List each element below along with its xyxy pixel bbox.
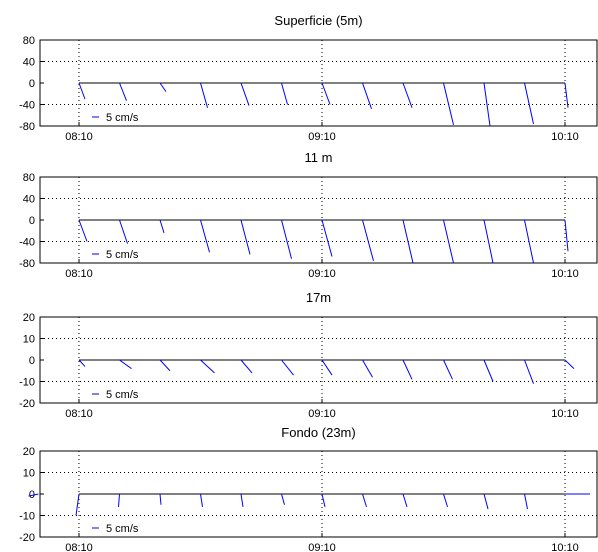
current-vector (564, 359, 575, 369)
current-vector (240, 82, 250, 106)
current-vector (402, 219, 414, 264)
panel-title: Fondo (23m) (281, 425, 355, 440)
current-vector (483, 82, 491, 127)
current-vector (240, 219, 251, 255)
current-vector (362, 82, 372, 109)
x-tick-label: 08:10 (65, 408, 93, 420)
y-tick-label: 20 (23, 312, 35, 324)
current-vector (281, 359, 294, 376)
current-vector (443, 82, 454, 126)
current-vector (402, 493, 408, 508)
x-tick-label: 08:10 (65, 268, 93, 280)
panel-1: Superficie (5m) 80 40 0 -40 -80 08:10 09:10 10:1… (19, 13, 598, 143)
panel-3: 17m 20 10 0 -10 -20 08:10 09:10 10:10 5 cm/s (19, 290, 598, 420)
current-vector (483, 493, 489, 510)
current-vector (443, 359, 453, 380)
current-vector (159, 219, 165, 234)
current-vector (119, 82, 127, 101)
y-tick-label: 20 (23, 446, 35, 458)
y-tick-label: -80 (19, 258, 35, 270)
legend-label: 5 cm/s (106, 249, 139, 261)
current-vector (281, 82, 288, 105)
y-tick-label: 0 (29, 78, 35, 90)
y-tick-label: 10 (23, 334, 35, 346)
x-tick-label: 10:10 (551, 268, 579, 280)
current-vector (118, 493, 120, 507)
panel-2: 11 m 80 40 0 -40 -80 08:10 09:10 10:10 5 cm/s (19, 150, 598, 280)
y-tick-label: -20 (19, 532, 35, 544)
legend-label: 5 cm/s (106, 389, 139, 401)
x-tick-label: 10:10 (551, 408, 579, 420)
current-vector (159, 493, 162, 505)
current-vector (524, 219, 534, 264)
y-tick-label: 0 (29, 355, 35, 367)
current-vector (200, 493, 203, 507)
current-vector (402, 359, 413, 380)
panel-title: 11 m (305, 150, 333, 165)
current-vector (75, 493, 80, 516)
current-vector (321, 359, 333, 376)
x-tick-label: 09:10 (308, 542, 336, 552)
current-vector (483, 219, 494, 264)
x-tick-label: 09:10 (308, 408, 336, 420)
legend-label: 5 cm/s (106, 112, 139, 124)
y-tick-label: 80 (23, 172, 35, 184)
current-vector (443, 493, 448, 508)
y-tick-label: 10 (23, 468, 35, 480)
y-tick-label: 80 (23, 35, 35, 47)
x-tick-label: 08:10 (65, 542, 93, 552)
current-vector (362, 359, 373, 378)
current-vector (362, 493, 367, 508)
current-vector (28, 493, 39, 497)
y-tick-label: -40 (19, 237, 35, 249)
current-vector (564, 82, 569, 108)
current-vector (321, 82, 331, 105)
current-vector (78, 359, 86, 367)
x-tick-label: 08:10 (65, 131, 93, 143)
panel-title: 17m (306, 290, 331, 305)
current-vector (240, 359, 253, 374)
current-vector (443, 219, 454, 264)
x-tick-label: 10:10 (551, 542, 579, 552)
current-vector (524, 359, 534, 384)
current-vector (78, 219, 88, 242)
y-tick-label: -40 (19, 100, 35, 112)
current-vector (200, 219, 210, 253)
current-vector (200, 359, 215, 374)
y-tick-label: 40 (23, 57, 35, 69)
current-vector (402, 82, 413, 108)
y-tick-label: -10 (19, 377, 35, 389)
current-vector (321, 493, 326, 508)
panel-title: Superficie (5m) (274, 13, 362, 28)
x-tick-label: 09:10 (308, 131, 336, 143)
current-vector (524, 493, 528, 510)
legend-label: 5 cm/s (106, 523, 139, 535)
current-vector (240, 493, 244, 507)
x-tick-label: 09:10 (308, 268, 336, 280)
current-vector (159, 359, 171, 372)
y-tick-label: -10 (19, 511, 35, 523)
y-tick-label: -80 (19, 121, 35, 133)
current-vector (119, 219, 128, 244)
current-vector (78, 82, 86, 100)
current-vector (524, 82, 534, 124)
current-vector (119, 359, 132, 370)
current-vector (281, 493, 285, 505)
current-vector (362, 219, 374, 261)
current-vector (281, 219, 292, 259)
y-tick-label: 40 (23, 194, 35, 206)
current-vector (159, 82, 167, 92)
current-vector (483, 359, 494, 382)
y-tick-label: -20 (19, 398, 35, 410)
current-vector (321, 219, 333, 257)
current-vector (200, 82, 208, 108)
current-vector (564, 219, 569, 252)
y-tick-label: 0 (29, 215, 35, 227)
x-tick-label: 10:10 (551, 131, 579, 143)
